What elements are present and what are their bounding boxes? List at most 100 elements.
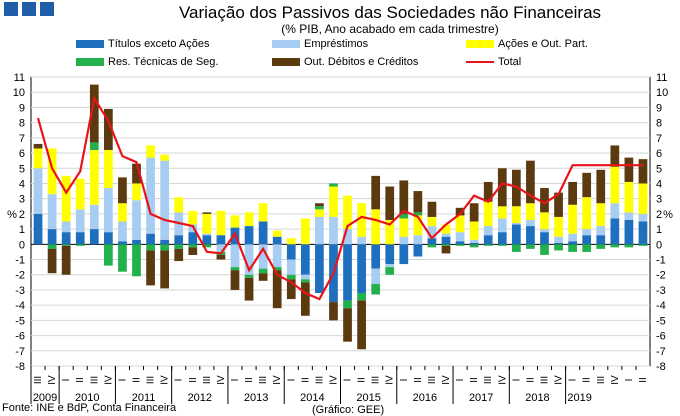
bar-segment-s3-q24	[371, 283, 381, 295]
bar-segment-s4-q37	[554, 192, 563, 217]
bar-segment-s1-q31	[469, 239, 479, 243]
bar-segment-s0-q18	[286, 244, 296, 260]
bar-segment-s4-q2	[61, 245, 71, 275]
bar-segment-s3-q25	[385, 267, 395, 275]
bar-segment-s2-q9	[160, 154, 170, 161]
bar-segment-s0-q24	[371, 244, 381, 269]
bar-segment-s0-q28	[427, 238, 437, 245]
y-tick-label-left: 5	[19, 163, 25, 175]
bar-segment-s0-q10	[174, 235, 184, 245]
bar-segment-s4-q28	[427, 201, 437, 217]
y-tick-label-right: 11	[656, 72, 667, 84]
bar-segment-s1-q3	[75, 209, 85, 233]
bar-segment-s1-q33	[497, 218, 507, 233]
bar-segment-s1-q37	[554, 236, 563, 243]
x-tick-quarter: II	[525, 377, 536, 383]
bar-segment-s1-q35	[526, 219, 535, 227]
bar-segment-s0-q39	[582, 235, 592, 245]
x-tick-quarter: I	[455, 379, 466, 382]
bar-segment-s1-q36	[540, 229, 549, 233]
legend-item-res-tecnicas: Res. Técnicas de Seg.	[76, 56, 218, 68]
bar-segment-s0-q15	[244, 226, 254, 245]
bar-segment-s1-q29	[441, 233, 451, 237]
bar-segment-s3-q18	[286, 274, 296, 280]
bar-segment-s4-q20	[315, 203, 324, 207]
bar-segment-s1-q27	[413, 235, 423, 245]
bar-segment-s4-q32	[483, 181, 493, 202]
bar-segment-s3-q41	[610, 244, 620, 248]
x-tick-quarter: IV	[216, 375, 227, 385]
bar-segment-s1-q8	[146, 157, 155, 234]
x-tick-quarter: IV	[47, 375, 58, 385]
bar-segment-s4-q15	[244, 277, 254, 301]
bar-segment-s3-q20	[315, 206, 324, 210]
bar-segment-s1-q38	[568, 233, 577, 242]
bar-segment-s3-q16	[258, 268, 268, 274]
bar-segment-s1-q30	[455, 232, 465, 242]
x-tick-quarter: III	[314, 376, 325, 384]
bar-segment-s2-q42	[624, 181, 634, 213]
y-tick-label-right: 3	[656, 194, 662, 206]
x-tick-quarter: IV	[441, 375, 452, 385]
bar-segment-s3-q11	[188, 244, 198, 248]
bar-segment-s2-q20	[315, 209, 324, 217]
x-tick-quarter: III	[371, 376, 382, 384]
bar-segment-s1-q34	[511, 223, 521, 225]
bar-segment-s1-q7	[132, 200, 141, 240]
bar-segment-s0-q20	[315, 244, 324, 293]
bar-segment-s3-q9	[160, 244, 170, 251]
bar-segment-s4-q13	[216, 254, 226, 260]
bar-segment-s4-q8	[146, 250, 155, 286]
bar-segment-s4-q41	[610, 145, 620, 167]
bar-segment-s4-q25	[385, 186, 395, 220]
legend-label-acoes: Ações e Out. Part.	[498, 38, 588, 50]
legend-item-emprestimos: Empréstimos	[272, 38, 368, 50]
bar-segment-s0-q17	[272, 236, 282, 245]
x-tick-quarter: IV	[497, 375, 508, 385]
bar-segment-s2-q28	[427, 216, 437, 227]
y-tick-label-right: 1	[656, 224, 662, 236]
chart-title: Variação dos Passivos das Sociedades não…	[178, 3, 602, 22]
legend-label-total: Total	[498, 56, 522, 68]
x-tick-quarter: II	[132, 377, 143, 383]
bar-segment-s0-q7	[132, 239, 141, 245]
x-tick-quarter: IV	[272, 375, 283, 385]
bar-segment-s4-q43	[638, 159, 648, 184]
bar-segment-s2-q11	[188, 210, 198, 225]
bar-segment-s2-q32	[483, 201, 493, 227]
y-tick-label-left: 7	[19, 133, 25, 145]
bar-segment-s0-q30	[455, 241, 465, 245]
bar-segment-s2-q30	[455, 215, 465, 233]
legend-label-emprestimos: Empréstimos	[304, 38, 369, 50]
bar-segment-s4-q22	[343, 308, 352, 342]
bar-segment-s3-q19	[300, 279, 310, 283]
bar-segment-s1-q6	[118, 221, 127, 242]
bar-segment-s4-q4	[89, 84, 99, 143]
bar-segment-s0-q33	[497, 232, 507, 245]
y-axis-label-right: %	[663, 209, 673, 221]
bar-segment-s3-q34	[511, 244, 521, 252]
bar-segment-s2-q8	[146, 145, 155, 158]
x-tick-quarter: III	[202, 376, 213, 384]
bar-segment-s1-q0	[33, 168, 43, 214]
y-tick-label-right: -7	[656, 346, 666, 358]
y-tick-label-right: 6	[656, 148, 662, 160]
y-tick-label-left: 8	[19, 118, 25, 130]
bar-segment-s3-q36	[540, 244, 549, 255]
x-tick-quarter: I	[230, 379, 241, 382]
bar-segment-s2-q38	[568, 204, 577, 234]
bar-segment-s1-q41	[610, 203, 620, 219]
bar-segment-s3-q3	[75, 244, 85, 246]
bar-segment-s0-q38	[568, 241, 577, 245]
x-year-label: 2010	[75, 392, 99, 404]
y-tick-label-left: -8	[15, 361, 25, 373]
y-tick-label-right: -4	[656, 300, 666, 312]
y-tick-label-right: -3	[656, 285, 666, 297]
bar-segment-s4-q0	[33, 143, 43, 149]
bar-segment-s2-q6	[118, 203, 127, 222]
x-tick-quarter: III	[33, 376, 44, 384]
y-tick-label-right: -2	[656, 270, 666, 282]
bar-segment-s2-q3	[75, 178, 85, 210]
bar-segment-s2-q15	[244, 212, 254, 227]
bar-segment-s4-q23	[357, 300, 366, 350]
